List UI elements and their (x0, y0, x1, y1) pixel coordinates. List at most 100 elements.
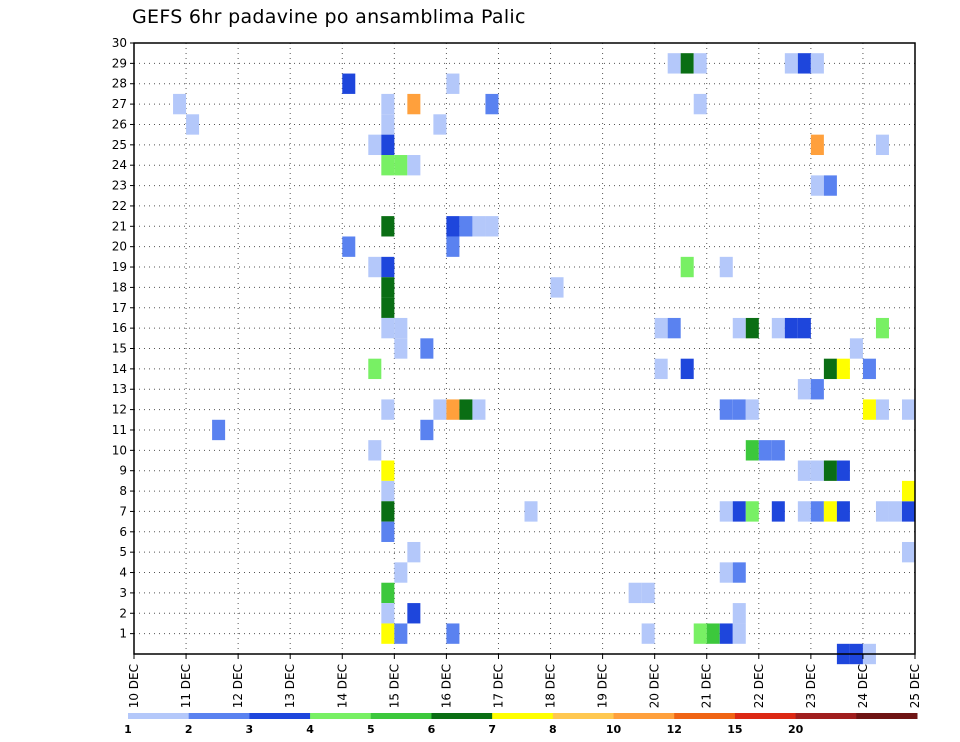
heatmap-cell (654, 317, 668, 339)
y-tick-label: 25 (112, 138, 127, 152)
x-tick-label: 16 DEC (439, 664, 453, 708)
heatmap-cell (381, 277, 395, 298)
heatmap-cell (667, 317, 681, 339)
heatmap-cell (446, 73, 460, 94)
heatmap-cell (823, 460, 837, 481)
heatmap-cell (719, 399, 733, 420)
heatmap-cell (771, 440, 785, 461)
heatmap-cell (732, 623, 746, 644)
heatmap-cell (381, 297, 395, 318)
colorbar-swatch (856, 713, 918, 719)
y-tick-label: 18 (112, 280, 127, 294)
x-tick-label: 25 DEC (908, 664, 922, 708)
heatmap-cell (381, 256, 395, 278)
x-tick-label: 14 DEC (335, 664, 349, 708)
heatmap-cell (407, 155, 421, 176)
heatmap-cell (810, 53, 824, 74)
heatmap-cell (381, 623, 395, 644)
colorbar-swatch (370, 713, 432, 719)
heatmap-cell (875, 317, 889, 339)
heatmap-cell (381, 216, 395, 237)
heatmap-cell (433, 114, 447, 135)
x-tick-label: 13 DEC (283, 664, 297, 708)
colorbar-label: 5 (367, 723, 375, 736)
heatmap-cell (420, 419, 434, 441)
heatmap-cell (381, 317, 395, 339)
heatmap-cell (732, 317, 746, 339)
x-tick-label: 20 DEC (648, 664, 662, 708)
x-tick-label: 23 DEC (804, 664, 818, 708)
heatmap-cell (888, 501, 902, 522)
heatmap-cell (186, 114, 200, 135)
colorbar-swatch (310, 713, 372, 719)
heatmap-cell (797, 501, 811, 522)
y-tick-label: 26 (112, 117, 127, 131)
heatmap-cell (381, 399, 395, 420)
heatmap-cell (732, 399, 746, 420)
heatmap-cell (446, 216, 460, 237)
heatmap-cell (446, 236, 460, 257)
heatmap-cell (342, 73, 356, 94)
heatmap-cell (381, 501, 395, 522)
colorbar-swatch (674, 713, 736, 719)
colorbar-label: 20 (788, 723, 804, 736)
heatmap-cell (901, 399, 915, 420)
y-tick-label: 2 (119, 606, 127, 620)
heatmap-cell (719, 562, 733, 583)
colorbar-swatch (128, 713, 190, 719)
y-tick-label: 24 (112, 158, 127, 172)
heatmap-cell (901, 480, 915, 502)
x-tick-label: 11 DEC (179, 664, 193, 708)
heatmap-cell (381, 582, 395, 604)
y-tick-label: 5 (119, 545, 127, 559)
heatmap-cell (810, 501, 824, 522)
heatmap-cell (459, 216, 473, 237)
heatmap-cell (693, 53, 707, 74)
colorbar-label: 10 (606, 723, 622, 736)
heatmap-cell (433, 399, 447, 420)
heatmap-cell (446, 623, 460, 644)
heatmap-cell (459, 399, 473, 420)
y-tick-label: 14 (112, 362, 127, 376)
heatmap-cell (368, 256, 382, 278)
heatmap-cell (836, 460, 850, 481)
heatmap-cell (823, 358, 837, 380)
heatmap-cell (862, 358, 876, 380)
colorbar-label: 2 (185, 723, 193, 736)
heatmap-cell (719, 623, 733, 644)
heatmap-cell (524, 501, 538, 522)
heatmap-cell (446, 399, 460, 420)
heatmap-cells (173, 53, 915, 665)
x-tick-label: 17 DEC (491, 664, 505, 708)
x-tick-label: 12 DEC (231, 664, 245, 708)
heatmap-cell (719, 256, 733, 278)
heatmap-cell (875, 501, 889, 522)
colorbar-swatch (613, 713, 675, 719)
heatmap-cell (381, 114, 395, 135)
heatmap-cell (693, 623, 707, 644)
heatmap-cell (212, 419, 226, 441)
heatmap-cell (797, 317, 811, 339)
heatmap-cell (550, 277, 564, 298)
heatmap-cell (862, 399, 876, 420)
colorbar-label: 1 (124, 723, 132, 736)
heatmap-cell (472, 399, 486, 420)
heatmap-cell (810, 379, 824, 400)
heatmap-cell (381, 93, 395, 115)
heatmap-cell (836, 501, 850, 522)
heatmap-cell (368, 358, 382, 380)
heatmap-cell (836, 358, 850, 380)
y-axis: 1234567891011121314151617181920212223242… (112, 36, 134, 641)
y-tick-label: 21 (112, 219, 127, 233)
heatmap-cell (173, 93, 187, 115)
heatmap-cell (381, 480, 395, 502)
heatmap-cell (485, 216, 499, 237)
heatmap-cell (823, 175, 837, 196)
heatmap-cell (810, 460, 824, 481)
y-tick-label: 19 (112, 260, 127, 274)
heatmap-cell (849, 338, 863, 359)
heatmap-cell (654, 358, 668, 380)
x-tick-label: 21 DEC (700, 664, 714, 708)
heatmap-cell (784, 53, 798, 74)
colorbar-swatch (249, 713, 311, 719)
